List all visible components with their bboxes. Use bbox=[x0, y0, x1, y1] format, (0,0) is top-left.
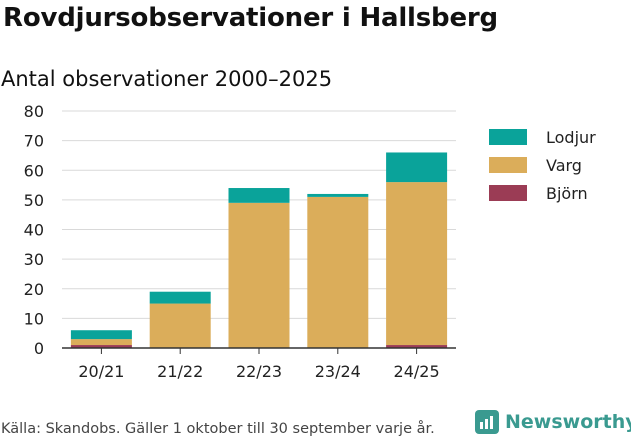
legend-label: Björn bbox=[546, 184, 588, 203]
axes: 0 10 20 30 40 50 60 70 80 20/21 21/22 22/23 23/24 24/… bbox=[24, 102, 456, 381]
bar-segment-varg-21-22 bbox=[149, 303, 211, 348]
chart-title: Rovdjursobservationer i Hallsberg bbox=[3, 3, 498, 33]
bar-segment-varg-22-23 bbox=[228, 202, 290, 348]
chart-subtitle: Antal observationer 2000–2025 bbox=[1, 67, 333, 91]
y-tick-label: 20 bbox=[24, 280, 44, 299]
bar-segment-lodjur-22-23 bbox=[228, 188, 290, 203]
y-tick-label: 50 bbox=[24, 191, 44, 210]
y-tick-label: 0 bbox=[34, 339, 44, 358]
x-tick-label: 23/24 bbox=[315, 362, 361, 381]
y-tick-label: 40 bbox=[24, 221, 44, 240]
legend-swatch-varg bbox=[489, 157, 527, 173]
x-tick-label: 22/23 bbox=[236, 362, 282, 381]
bars bbox=[70, 152, 448, 348]
bar-segment-lodjur-23-24 bbox=[307, 193, 369, 197]
newsworthy-logo-icon bbox=[475, 410, 499, 434]
legend-label: Lodjur bbox=[546, 128, 596, 147]
y-tick-label: 10 bbox=[24, 309, 44, 328]
bar-segment-varg-24-25 bbox=[386, 182, 448, 346]
bar-segment-bjrn-20-21 bbox=[70, 345, 132, 348]
brand-logo: Newsworthy bbox=[475, 410, 631, 434]
legend-swatch-lodjur bbox=[489, 129, 527, 145]
bar-segment-varg-23-24 bbox=[307, 196, 369, 348]
bar-segment-lodjur-24-25 bbox=[386, 152, 448, 183]
bar-segment-lodjur-20-21 bbox=[70, 330, 132, 340]
bar-segment-varg-20-21 bbox=[70, 339, 132, 346]
x-tick-label: 21/22 bbox=[157, 362, 203, 381]
legend: Lodjur Varg Björn bbox=[489, 128, 596, 203]
y-tick-label: 30 bbox=[24, 250, 44, 269]
bar-segment-lodjur-21-22 bbox=[149, 291, 211, 304]
brand-name: Newsworthy bbox=[505, 411, 631, 433]
y-tick-label: 60 bbox=[24, 161, 44, 180]
bar-segment-bjrn-24-25 bbox=[386, 345, 448, 348]
y-tick-label: 70 bbox=[24, 132, 44, 151]
x-tick-label: 24/25 bbox=[394, 362, 440, 381]
legend-swatch-bjrn bbox=[489, 185, 527, 201]
legend-label: Varg bbox=[546, 156, 582, 175]
source-note: Källa: Skandobs. Gäller 1 oktober till 3… bbox=[1, 421, 435, 437]
y-tick-label: 80 bbox=[24, 102, 44, 121]
x-tick-label: 20/21 bbox=[78, 362, 124, 381]
